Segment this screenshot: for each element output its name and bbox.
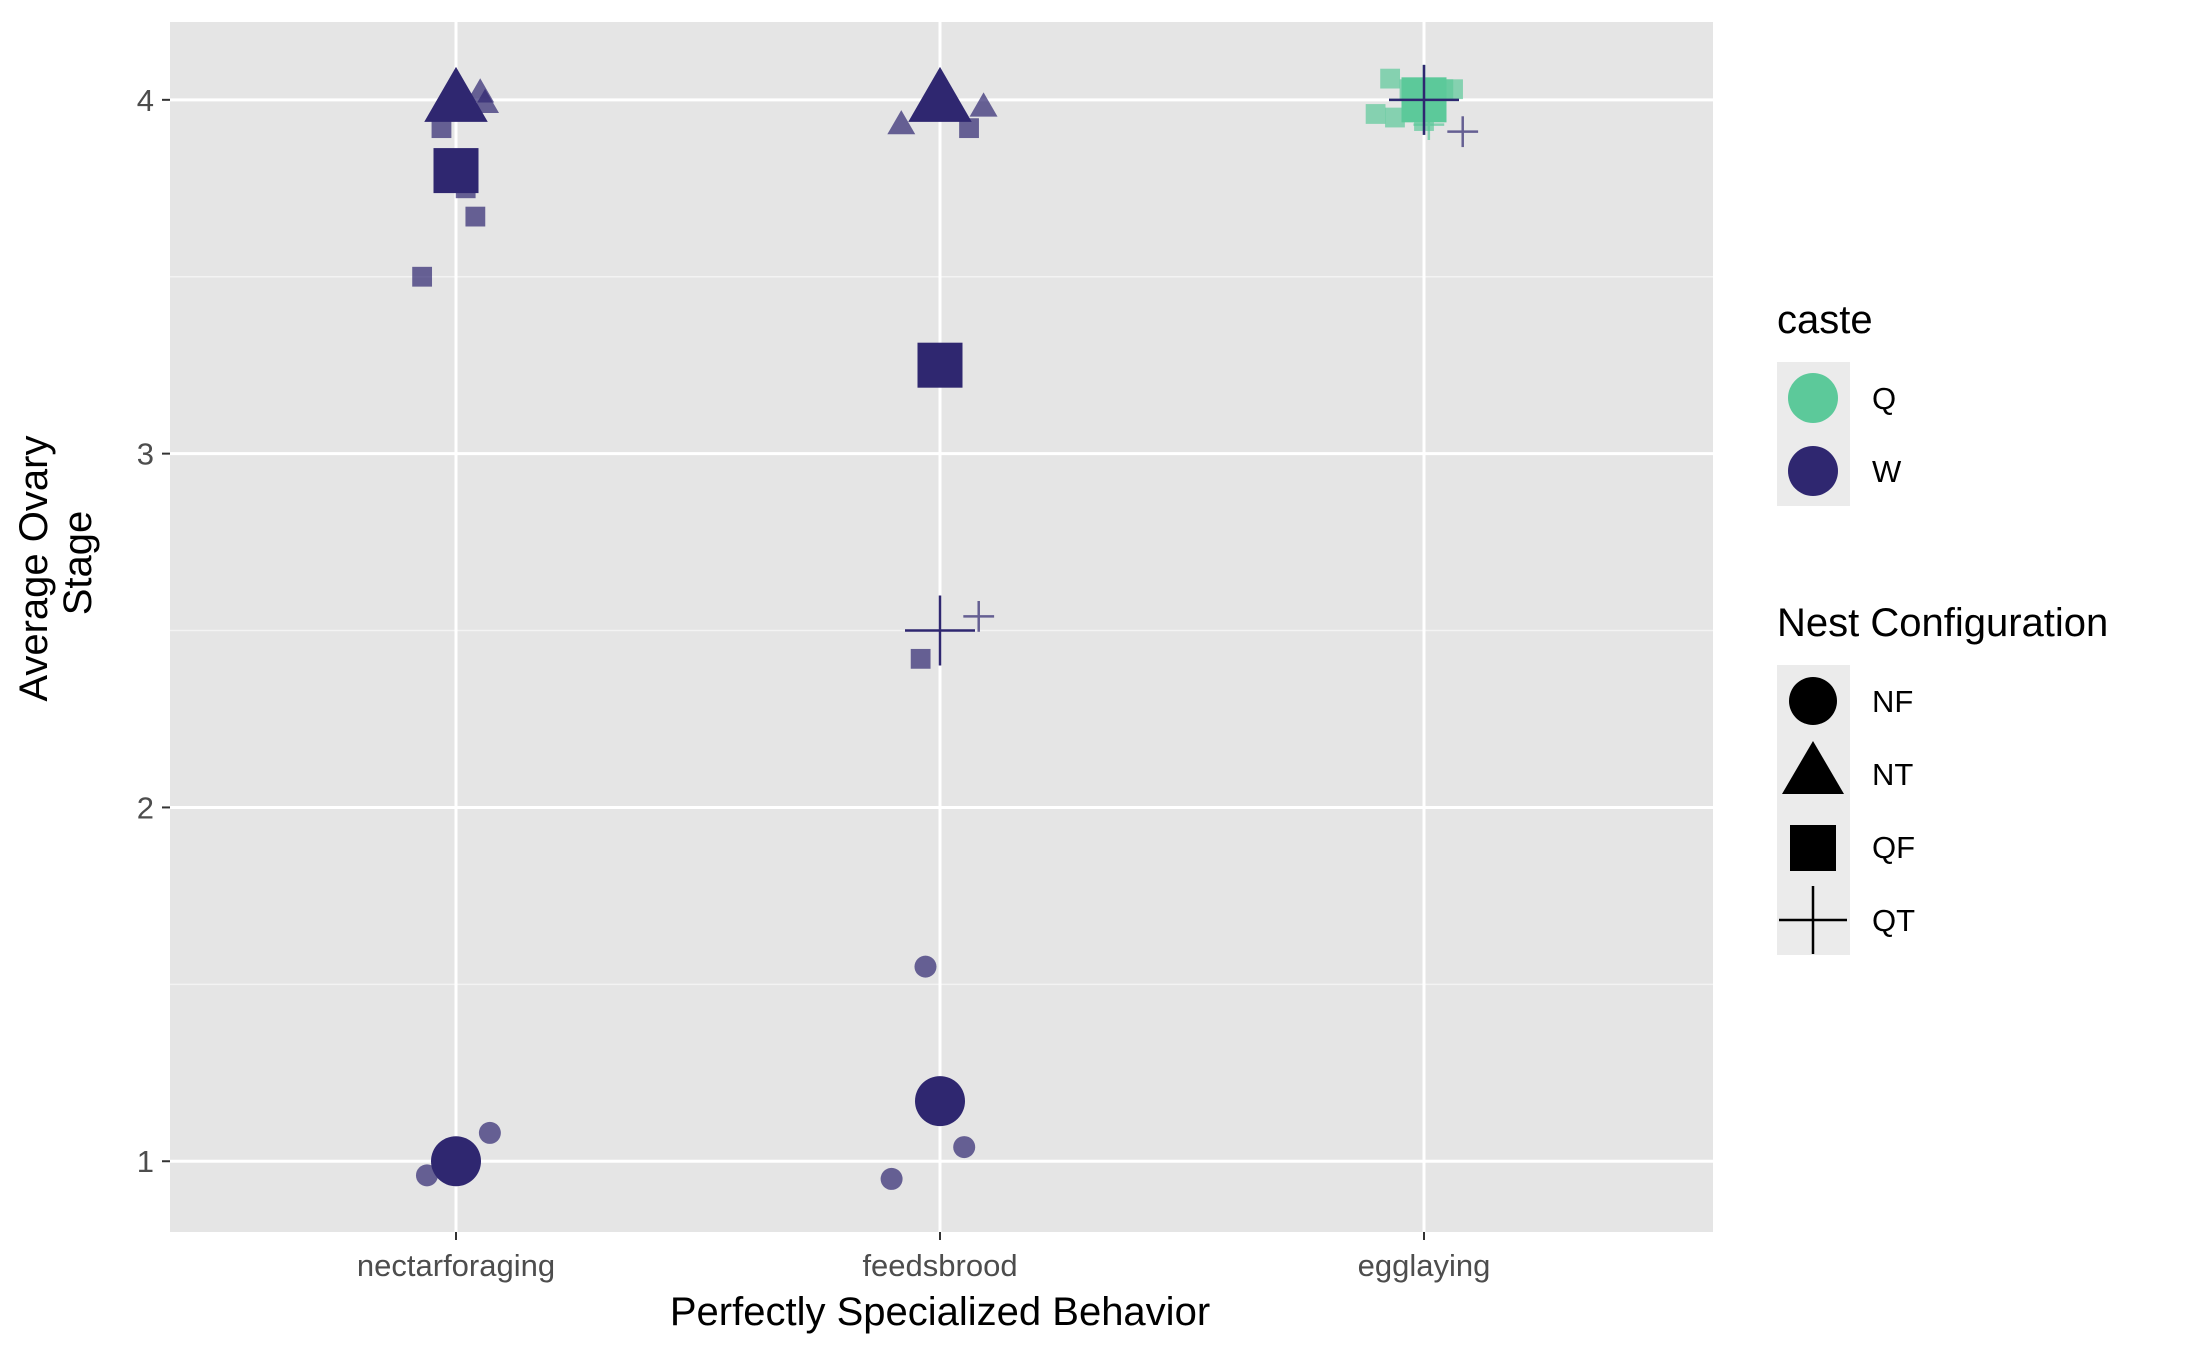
data-point-w-nf — [880, 1167, 903, 1190]
data-point-w-qt — [963, 600, 995, 632]
axes: 1 2 3 4 nectarforaging feedsbrood egglaying — [137, 83, 1491, 1283]
legend-nest-title: Nest Configuration — [1777, 601, 2108, 645]
data-point-w-nf — [415, 1164, 438, 1187]
data-point-q-qf — [1365, 104, 1386, 124]
x-tick-label: feedsbrood — [862, 1248, 1017, 1283]
legend-nest-nt-label: NT — [1872, 757, 1913, 792]
legend-nest-qt-key — [1779, 886, 1847, 954]
legend-caste-q-label: Q — [1872, 381, 1896, 416]
legend-nest-nf-key — [1789, 677, 1837, 725]
data-point-q-qf — [1385, 107, 1405, 128]
y-axis-title-line-2: Stage — [56, 511, 100, 616]
plot-panel — [170, 22, 1713, 1232]
data-point-w-nt — [969, 92, 998, 117]
data-point-w-qt — [1447, 116, 1479, 148]
mean-point-w-qt — [1389, 64, 1459, 135]
legend-nest-qf-label: QF — [1872, 830, 1915, 865]
data-point-q-qf — [1380, 68, 1401, 89]
x-tick-label: egglaying — [1358, 1248, 1491, 1283]
legend-nest-nf-label: NF — [1872, 684, 1913, 719]
data-point-q-qf — [1443, 79, 1463, 100]
mean-points — [424, 64, 1459, 1187]
x-axis-title: Perfectly Specialized Behavior — [670, 1290, 1210, 1334]
legend-nest-qt-label: QT — [1872, 903, 1915, 938]
y-axis-title-line-1: Average Ovary — [12, 436, 56, 702]
y-tick-label: 2 — [137, 790, 154, 825]
legend-nest-nt-key — [1782, 741, 1844, 794]
y-tick-label: 4 — [137, 83, 154, 118]
mean-point-w-qt — [905, 595, 975, 666]
data-point-w-nf — [478, 1121, 501, 1144]
y-tick-label: 1 — [137, 1144, 154, 1179]
data-point-w-qf — [465, 206, 486, 227]
legend-caste-title: caste — [1777, 298, 1873, 342]
mean-point-w-qf — [917, 342, 963, 388]
legend-caste: caste Q W — [1777, 298, 1902, 506]
legend-caste-w-key — [1788, 446, 1838, 496]
legend-nest-configuration: Nest Configuration NF NT QF QT — [1777, 601, 2108, 955]
mean-point-w-nt — [424, 66, 488, 122]
mean-point-w-nf — [915, 1076, 965, 1127]
legend-nest-qf-key — [1790, 825, 1836, 871]
legend-caste-q-key — [1788, 373, 1838, 423]
data-point-w-qf — [412, 266, 433, 287]
mean-point-w-qf — [433, 148, 479, 194]
mean-point-w-nt — [908, 66, 972, 122]
data-point-w-qf — [959, 118, 979, 139]
data-point-w-nt — [887, 110, 916, 135]
legend-caste-w-label: W — [1872, 454, 1902, 489]
data-point-w-qf — [910, 648, 931, 669]
x-tick-label: nectarforaging — [357, 1248, 555, 1283]
data-point-w-qf — [431, 118, 452, 139]
y-axis-title: Average Ovary Stage — [12, 424, 100, 701]
y-tick-label: 3 — [137, 437, 154, 472]
data-point-w-nf — [914, 955, 937, 978]
data-point-w-nf — [953, 1136, 976, 1159]
mean-point-w-nf — [431, 1136, 481, 1187]
